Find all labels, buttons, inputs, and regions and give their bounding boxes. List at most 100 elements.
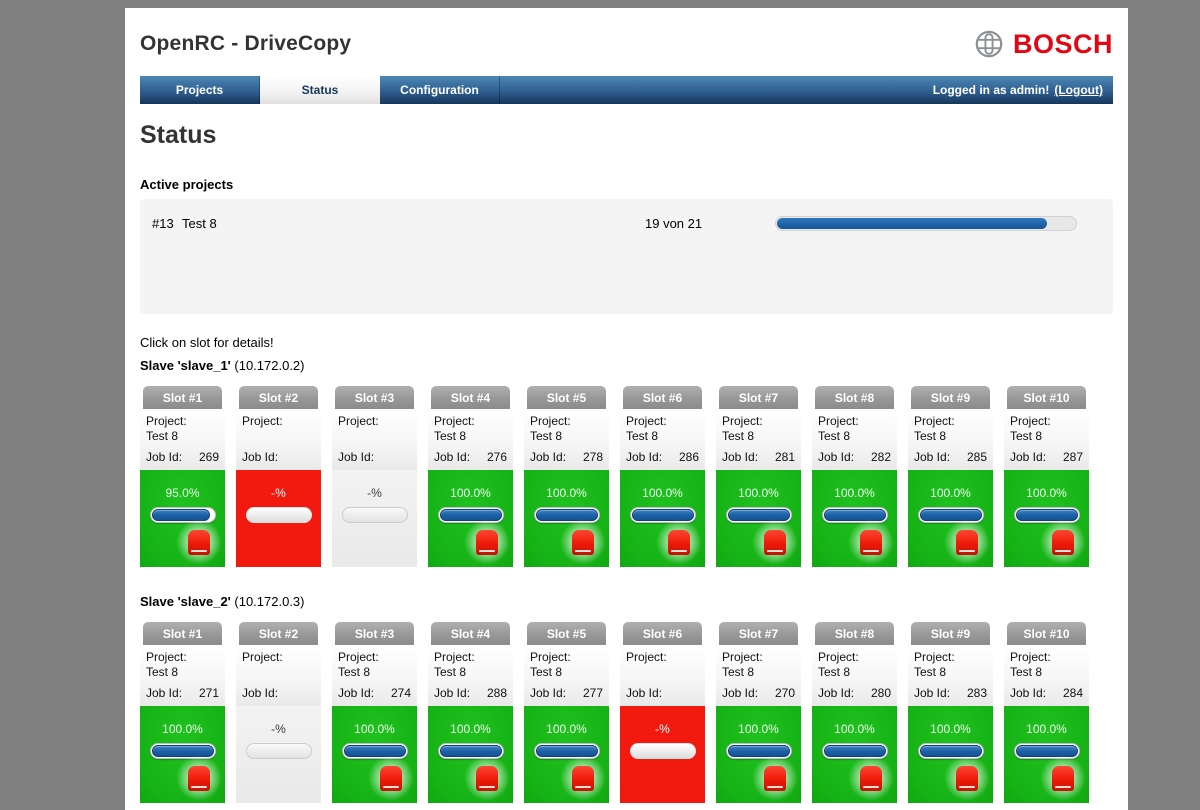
- tab-status[interactable]: Status: [260, 76, 380, 104]
- slot-percent: 100.0%: [354, 722, 395, 736]
- slot-card[interactable]: Slot #4 Project: Test 8 Job Id: 276 100.…: [428, 386, 513, 567]
- slot-header: Slot #7: [719, 622, 798, 645]
- slot-label: Slot #8: [834, 626, 875, 641]
- drive-icon-body: [1052, 529, 1074, 555]
- job-label: Job Id:: [146, 686, 183, 700]
- slot-project-name: Test 8: [914, 665, 947, 679]
- slot-label: Slot #7: [738, 390, 779, 405]
- slot-body: Project: Test 8 Job Id: 276: [428, 409, 513, 470]
- job-row: Job Id:: [242, 450, 315, 465]
- logout-link[interactable]: (Logout): [1054, 83, 1103, 97]
- slot-card[interactable]: Slot #6 Project: Test 8 Job Id: 286 100.…: [620, 386, 705, 567]
- slot-percent: -%: [271, 722, 286, 736]
- slot-project-name: Test 8: [146, 429, 179, 443]
- slot-percent: 100.0%: [450, 722, 491, 736]
- slot-header: Slot #9: [911, 386, 990, 409]
- project-label: Project:: [722, 414, 763, 428]
- slot-job-id: 280: [870, 686, 891, 700]
- slot-label: Slot #2: [258, 390, 299, 405]
- slot-card[interactable]: Slot #5 Project: Test 8 Job Id: 277 100.…: [524, 622, 609, 803]
- slot-job-id: 283: [966, 686, 987, 700]
- slot-job-id: 287: [1062, 450, 1083, 464]
- bosch-wordmark: BOSCH: [1012, 28, 1113, 59]
- tab-projects[interactable]: Projects: [140, 76, 260, 104]
- drive-icon: [752, 519, 798, 565]
- main-nav: Projects Status Configuration Logged in as…: [140, 76, 1113, 104]
- slot-label: Slot #1: [162, 390, 203, 405]
- slot-card[interactable]: Slot #8 Project: Test 8 Job Id: 282 100.…: [812, 386, 897, 567]
- slave-heading: Slave 'slave_1' (10.172.0.2): [140, 358, 1113, 373]
- drive-icon-body: [380, 765, 402, 791]
- project-label: Project:: [434, 414, 475, 428]
- slot-project-name: Test 8: [626, 429, 659, 443]
- slot-card[interactable]: Slot #2 Project: Job Id: -%: [236, 622, 321, 803]
- job-label: Job Id:: [242, 450, 279, 464]
- slot-card[interactable]: Slot #3 Project: Job Id: -%: [332, 386, 417, 567]
- slot-label: Slot #8: [834, 390, 875, 405]
- slot-header: Slot #3: [335, 386, 414, 409]
- drive-icon-body: [764, 765, 786, 791]
- slot-card[interactable]: Slot #1 Project: Test 8 Job Id: 269 95.0…: [140, 386, 225, 567]
- slot-card[interactable]: Slot #4 Project: Test 8 Job Id: 288 100.…: [428, 622, 513, 803]
- slot-percent: 100.0%: [546, 486, 587, 500]
- drive-icon: [656, 519, 702, 565]
- slot-label: Slot #6: [642, 390, 683, 405]
- active-project-row: #13 Test 8 19 von 21: [152, 216, 1101, 231]
- drive-icon: [368, 755, 414, 801]
- bosch-armature-icon: [975, 30, 1003, 58]
- slot-card[interactable]: Slot #10 Project: Test 8 Job Id: 284 100…: [1004, 622, 1089, 803]
- slot-body: Project: Job Id:: [236, 409, 321, 470]
- slot-project-name: Test 8: [530, 429, 563, 443]
- slot-job-id: 281: [774, 450, 795, 464]
- slot-job-id: 274: [390, 686, 411, 700]
- slot-card[interactable]: Slot #10 Project: Test 8 Job Id: 287 100…: [1004, 386, 1089, 567]
- job-row: Job Id:: [338, 450, 411, 465]
- slot-percent: -%: [271, 486, 286, 500]
- job-row: Job Id: 280: [818, 686, 891, 701]
- slot-percent: 100.0%: [738, 722, 779, 736]
- slot-card[interactable]: Slot #7 Project: Test 8 Job Id: 281 100.…: [716, 386, 801, 567]
- slot-progress-bar: [341, 507, 408, 523]
- tab-configuration[interactable]: Configuration: [380, 76, 500, 104]
- slot-project-name: [242, 429, 315, 444]
- slot-label: Slot #7: [738, 626, 779, 641]
- slave-name: Slave 'slave_2': [140, 594, 231, 609]
- slot-card[interactable]: Slot #6 Project: Job Id: -%: [620, 622, 705, 803]
- slot-card[interactable]: Slot #9 Project: Test 8 Job Id: 285 100.…: [908, 386, 993, 567]
- slave-section: Slave 'slave_2' (10.172.0.3) Slot #1 Pro…: [140, 594, 1113, 803]
- slot-job-id: 269: [198, 450, 219, 464]
- drive-icon-body: [572, 765, 594, 791]
- slot-label: Slot #5: [546, 390, 587, 405]
- drive-icon-body: [188, 529, 210, 555]
- slot-card[interactable]: Slot #9 Project: Test 8 Job Id: 283 100.…: [908, 622, 993, 803]
- slot-body: Project: Test 8 Job Id: 282: [812, 409, 897, 470]
- job-row: Job Id: 277: [530, 686, 603, 701]
- project-label: Project:: [338, 650, 379, 664]
- job-label: Job Id:: [818, 686, 855, 700]
- slot-job-id: 276: [486, 450, 507, 464]
- slot-card[interactable]: Slot #3 Project: Test 8 Job Id: 274 100.…: [332, 622, 417, 803]
- slot-project-name: Test 8: [1010, 429, 1043, 443]
- job-row: Job Id: 286: [626, 450, 699, 465]
- slot-status-area: 100.0%: [908, 706, 993, 803]
- job-label: Job Id:: [242, 686, 279, 700]
- slot-card[interactable]: Slot #5 Project: Test 8 Job Id: 278 100.…: [524, 386, 609, 567]
- slot-card[interactable]: Slot #8 Project: Test 8 Job Id: 280 100.…: [812, 622, 897, 803]
- project-label: Project:: [1010, 650, 1051, 664]
- slot-card[interactable]: Slot #1 Project: Test 8 Job Id: 271 100.…: [140, 622, 225, 803]
- drive-icon: [944, 755, 990, 801]
- slot-label: Slot #1: [162, 626, 203, 641]
- slot-label: Slot #4: [450, 626, 491, 641]
- slaves-container: Slave 'slave_1' (10.172.0.2) Slot #1 Pro…: [140, 358, 1113, 803]
- job-label: Job Id:: [1010, 450, 1047, 464]
- job-label: Job Id:: [914, 686, 951, 700]
- slot-status-area: 100.0%: [524, 470, 609, 567]
- slot-status-area: 100.0%: [716, 706, 801, 803]
- drive-icon: [752, 755, 798, 801]
- app-header: OpenRC - DriveCopy BOSCH: [140, 22, 1113, 66]
- slot-card[interactable]: Slot #7 Project: Test 8 Job Id: 270 100.…: [716, 622, 801, 803]
- slot-card[interactable]: Slot #2 Project: Job Id: -%: [236, 386, 321, 567]
- slot-header: Slot #8: [815, 622, 894, 645]
- job-row: Job Id: 284: [1010, 686, 1083, 701]
- project-progress-fill: [777, 218, 1047, 229]
